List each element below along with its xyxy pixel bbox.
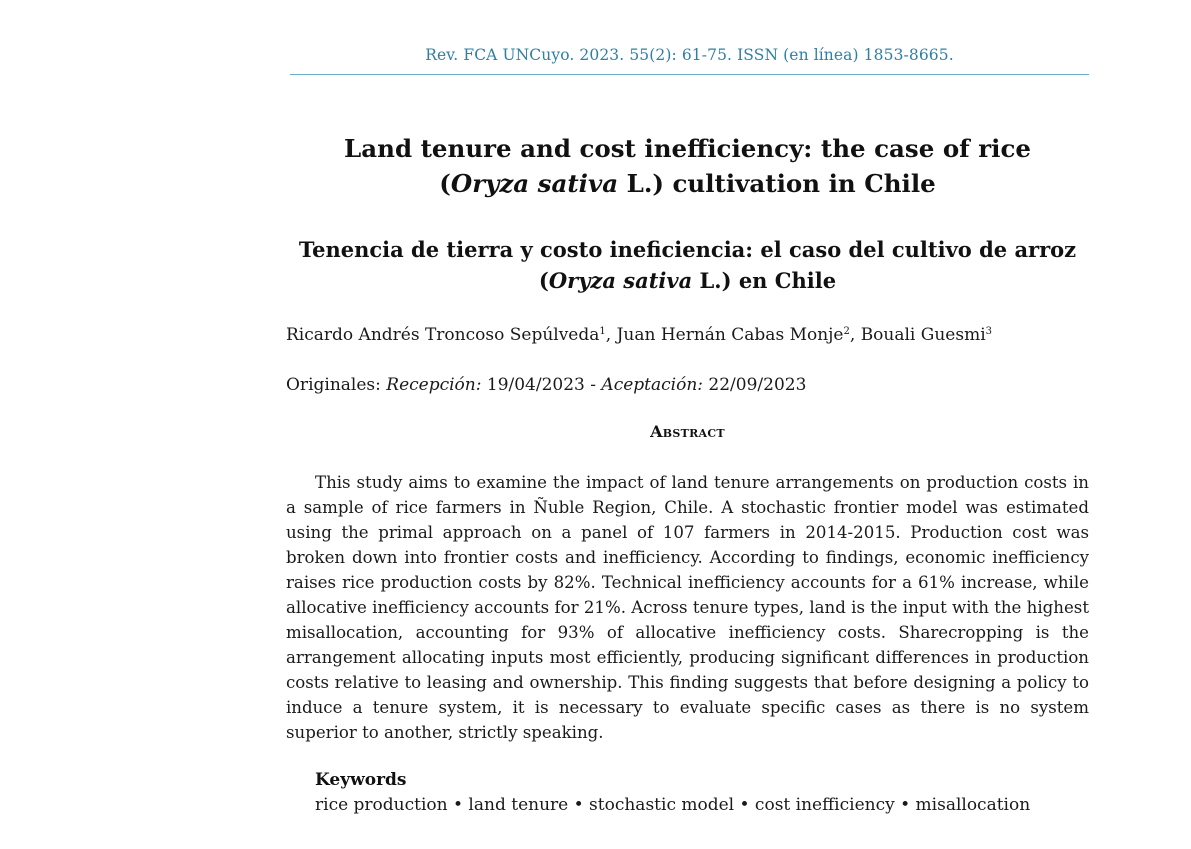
abstract-body: This study aims to examine the impact of… (286, 473, 1089, 742)
received-date: 19/04/2023 (481, 375, 591, 395)
header-divider (290, 74, 1089, 75)
author-name: Ricardo Andrés Troncoso Sepúlveda (286, 325, 600, 345)
title-es-species: Oryza sativa (548, 268, 693, 293)
title-en-line2: L.) cultivation in Chile (618, 169, 936, 198)
author-list: Ricardo Andrés Troncoso Sepúlveda1, Juan… (286, 325, 1089, 345)
title-en-line1: Land tenure and cost inefficiency: the c… (344, 134, 1031, 163)
title-en-species: Oryza sativa (450, 169, 619, 198)
author-affiliation: 1 (599, 326, 606, 337)
keywords-list: rice production • land tenure • stochast… (315, 795, 1031, 815)
article-title-english: Land tenure and cost inefficiency: the c… (286, 131, 1089, 201)
keywords-heading: Keywords (315, 770, 407, 790)
author-name: Juan Hernán Cabas Monje (616, 325, 844, 345)
author-affiliation: 3 (985, 326, 993, 337)
accepted-label: Aceptación: (601, 375, 703, 395)
title-es-line1: Tenencia de tierra y costo ineficiencia:… (298, 237, 1077, 262)
title-es-open-paren: ( (538, 268, 549, 293)
title-en-open-paren: ( (439, 169, 451, 198)
author-separator: , (849, 325, 861, 345)
accepted-date: 22/09/2023 (703, 375, 807, 395)
author-name: Bouali Guesmi (860, 325, 986, 345)
received-label: Recepción: (386, 375, 482, 395)
title-es-line2: L.) en Chile (692, 268, 837, 293)
article-title-spanish: Tenencia de tierra y costo ineficiencia:… (286, 234, 1089, 296)
dates-prefix: Originales: (286, 375, 387, 395)
journal-citation-header: Rev. FCA UNCuyo. 2023. 55(2): 61-75. ISS… (425, 46, 954, 64)
dates-dash: - (590, 375, 602, 395)
author-separator: , (605, 325, 617, 345)
submission-dates: Originales: Recepción: 19/04/2023 - Acep… (286, 375, 1089, 395)
abstract-heading: Abstract (650, 422, 725, 441)
author-affiliation: 2 (843, 326, 850, 337)
